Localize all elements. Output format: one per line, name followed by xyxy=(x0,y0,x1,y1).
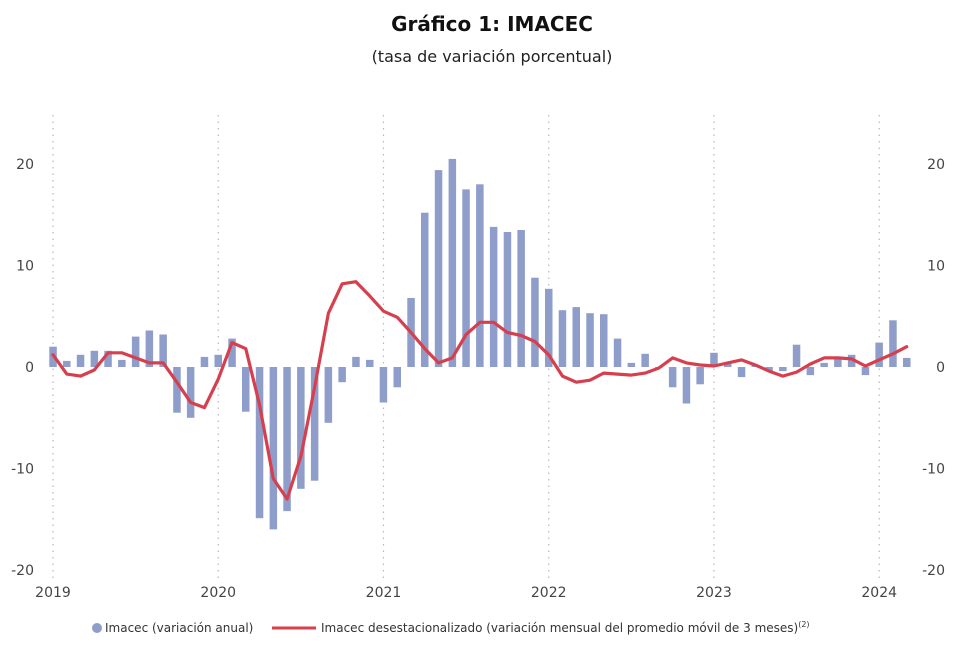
bar-9 xyxy=(173,367,181,413)
bar-49 xyxy=(724,362,732,367)
bar-53 xyxy=(779,367,787,372)
bar-30 xyxy=(462,189,470,367)
bar-21 xyxy=(338,367,346,383)
bar-5 xyxy=(118,359,126,367)
y-tick-left-1: -10 xyxy=(11,462,34,478)
bar-18 xyxy=(297,367,305,489)
bar-38 xyxy=(572,307,580,367)
bar-54 xyxy=(792,344,801,367)
bar-40 xyxy=(600,314,608,367)
bar-14 xyxy=(242,367,250,412)
bar-36 xyxy=(545,288,553,367)
bar-45 xyxy=(668,367,677,388)
legend-line-label-text: Imacec desestacionalizado (variación men… xyxy=(321,621,798,635)
legend-bar-marker xyxy=(92,623,102,633)
bar-33 xyxy=(503,232,512,367)
bar-4 xyxy=(104,350,112,367)
bar-43 xyxy=(641,353,649,367)
y-tick-left-4: 20 xyxy=(16,157,34,173)
bar-27 xyxy=(421,212,429,367)
x-tick-2020: 2020 xyxy=(200,585,236,601)
x-axis: 2019 2020 2021 2022 2023 2024 xyxy=(35,585,897,601)
bar-22 xyxy=(352,356,360,367)
y-tick-right-3: 10 xyxy=(927,259,945,275)
bar-13 xyxy=(228,338,236,367)
x-tick-2024: 2024 xyxy=(861,585,897,601)
bar-6 xyxy=(131,336,140,367)
bar-56 xyxy=(820,362,828,367)
bar-10 xyxy=(186,367,195,418)
bar-34 xyxy=(517,230,525,367)
bar-20 xyxy=(324,367,333,423)
chart-title: Gráfico 1: IMACEC xyxy=(391,12,593,36)
legend-line-label: Imacec desestacionalizado (variación men… xyxy=(321,620,810,635)
bar-59 xyxy=(861,367,870,376)
legend: Imacec (variación anual) Imacec desestac… xyxy=(92,620,810,635)
bar-35 xyxy=(531,277,539,367)
y-tick-right-2: 0 xyxy=(936,360,945,376)
bar-50 xyxy=(737,367,746,378)
bar-23 xyxy=(366,359,374,367)
y-tick-left-0: -20 xyxy=(11,563,34,579)
x-tick-2019: 2019 xyxy=(35,585,71,601)
x-tick-2021: 2021 xyxy=(366,585,402,601)
bar-58 xyxy=(847,354,856,367)
bar-41 xyxy=(613,338,622,367)
bar-57 xyxy=(834,357,842,367)
bar-12 xyxy=(214,354,222,367)
y-axis-left: -20 -10 0 10 20 xyxy=(11,157,34,579)
bar-32 xyxy=(489,226,498,367)
bar-48 xyxy=(710,352,718,367)
bar-55 xyxy=(806,367,815,376)
bar-series-imacec-anual xyxy=(49,158,911,530)
bar-29 xyxy=(448,158,457,367)
legend-line-label-superscript: (2) xyxy=(798,620,809,629)
bar-37 xyxy=(558,310,567,367)
bar-60 xyxy=(875,342,883,367)
bar-42 xyxy=(627,362,636,367)
y-tick-right-4: 20 xyxy=(927,157,945,173)
chart-subtitle: (tasa de variación porcentual) xyxy=(372,47,613,66)
bar-31 xyxy=(476,184,484,367)
bar-52 xyxy=(765,367,773,372)
x-tick-2022: 2022 xyxy=(531,585,567,601)
bar-24 xyxy=(379,367,388,403)
bar-39 xyxy=(586,313,594,367)
bar-61 xyxy=(889,320,897,367)
y-tick-left-2: 0 xyxy=(25,360,34,376)
line-series-imacec-desestacionalizado xyxy=(51,280,909,501)
bar-8 xyxy=(159,334,167,367)
bar-19 xyxy=(310,367,319,481)
bar-28 xyxy=(434,170,443,367)
bar-47 xyxy=(696,367,704,385)
bar-62 xyxy=(903,357,911,367)
bar-46 xyxy=(682,367,691,404)
y-axis-right: -20 -10 0 10 20 xyxy=(922,157,945,579)
bar-1 xyxy=(63,360,71,367)
bar-15 xyxy=(255,367,264,519)
x-tick-2023: 2023 xyxy=(696,585,732,601)
bar-3 xyxy=(90,350,99,367)
bar-11 xyxy=(200,356,209,367)
y-tick-left-3: 10 xyxy=(16,259,34,275)
bar-2 xyxy=(76,354,85,367)
line-path xyxy=(51,280,909,501)
legend-bar-label: Imacec (variación anual) xyxy=(105,621,253,635)
bar-25 xyxy=(393,367,401,388)
bar-7 xyxy=(145,330,154,367)
y-tick-right-0: -20 xyxy=(922,563,945,579)
y-tick-right-1: -10 xyxy=(922,462,945,478)
bar-16 xyxy=(269,367,278,530)
bar-17 xyxy=(283,367,291,512)
